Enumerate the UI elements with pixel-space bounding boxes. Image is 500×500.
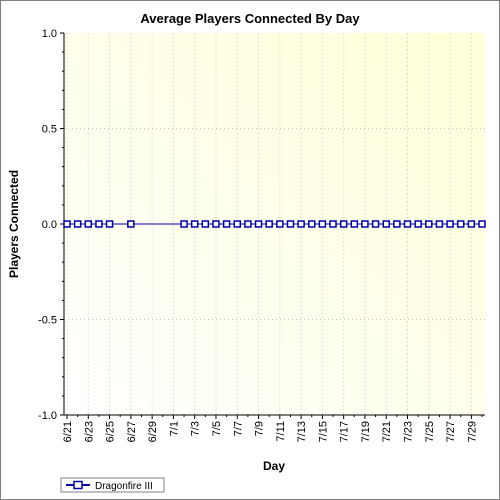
data-point bbox=[127, 220, 135, 228]
data-point bbox=[393, 220, 401, 228]
y-tick-label: 1.0 bbox=[42, 28, 57, 40]
x-tick-label: 7/9 bbox=[254, 421, 266, 436]
data-point bbox=[478, 220, 486, 228]
data-point bbox=[254, 220, 263, 228]
data-point bbox=[73, 220, 82, 228]
data-point bbox=[201, 220, 210, 228]
tick-labels: 1.0 0.5 0.0 -0.5 -1.0 6/21 6/23 6/25 6/27 6/29 7/1… bbox=[38, 28, 478, 442]
x-tick-label: 6/25 bbox=[105, 421, 117, 442]
x-tick-label: 6/29 bbox=[147, 421, 159, 442]
x-tick-label: 7/13 bbox=[296, 421, 308, 442]
data-point bbox=[339, 220, 348, 228]
y-tick-label: 0.0 bbox=[42, 219, 57, 231]
data-point bbox=[350, 220, 359, 228]
legend-label: Dragonfire III bbox=[95, 481, 153, 492]
x-axis-title: Day bbox=[263, 459, 285, 473]
data-point bbox=[190, 220, 199, 228]
x-tick-label: 6/27 bbox=[126, 421, 138, 442]
x-tick-label: 7/1 bbox=[168, 421, 180, 436]
x-tick-label: 7/23 bbox=[403, 421, 415, 442]
data-point bbox=[371, 220, 380, 228]
data-point bbox=[95, 220, 103, 228]
data-point bbox=[222, 220, 231, 228]
legend-marker bbox=[73, 480, 83, 490]
series-group bbox=[63, 220, 486, 228]
data-point bbox=[467, 220, 476, 228]
x-tick-label: 7/21 bbox=[381, 421, 393, 442]
data-point bbox=[212, 220, 220, 228]
legend: Dragonfire III bbox=[60, 477, 165, 493]
x-tick-label: 7/3 bbox=[190, 421, 202, 436]
y-tick-label: 0.5 bbox=[42, 124, 57, 136]
legend-box bbox=[60, 477, 165, 493]
data-point bbox=[318, 220, 327, 228]
data-point bbox=[435, 220, 444, 228]
data-point bbox=[286, 220, 295, 228]
data-point bbox=[456, 220, 465, 228]
x-tick-label: 7/29 bbox=[466, 421, 478, 442]
data-point bbox=[244, 220, 252, 228]
x-tick-label: 7/17 bbox=[339, 421, 351, 442]
data-point bbox=[276, 220, 284, 228]
data-point bbox=[425, 220, 433, 228]
data-point bbox=[361, 220, 369, 228]
y-axis-title: Players Connected bbox=[7, 170, 21, 278]
data-point bbox=[329, 220, 337, 228]
x-tick-label: 6/21 bbox=[62, 421, 74, 442]
y-tick-label: -1.0 bbox=[38, 410, 57, 422]
data-point bbox=[446, 220, 454, 228]
data-point bbox=[265, 220, 273, 228]
data-point bbox=[382, 220, 390, 228]
x-tick-label: 7/19 bbox=[360, 421, 372, 442]
x-tick-label: 7/27 bbox=[445, 421, 457, 442]
data-point bbox=[307, 220, 316, 228]
data-point bbox=[84, 220, 93, 228]
x-tick-label: 7/5 bbox=[211, 421, 223, 436]
x-tick-label: 7/25 bbox=[424, 421, 436, 442]
data-point bbox=[414, 220, 422, 228]
y-tick-label: -0.5 bbox=[38, 315, 57, 327]
data-point bbox=[105, 220, 114, 228]
x-tick-label: 7/15 bbox=[317, 421, 329, 442]
x-tick-label: 7/11 bbox=[275, 421, 287, 442]
data-point bbox=[63, 220, 71, 228]
data-point bbox=[180, 220, 188, 228]
x-tick-label: 6/23 bbox=[83, 421, 95, 442]
data-point bbox=[403, 220, 412, 228]
data-point bbox=[233, 220, 242, 228]
chart-title: Average Players Connected By Day bbox=[140, 11, 360, 26]
x-tick-label: 7/7 bbox=[232, 421, 244, 436]
data-point bbox=[297, 220, 305, 228]
